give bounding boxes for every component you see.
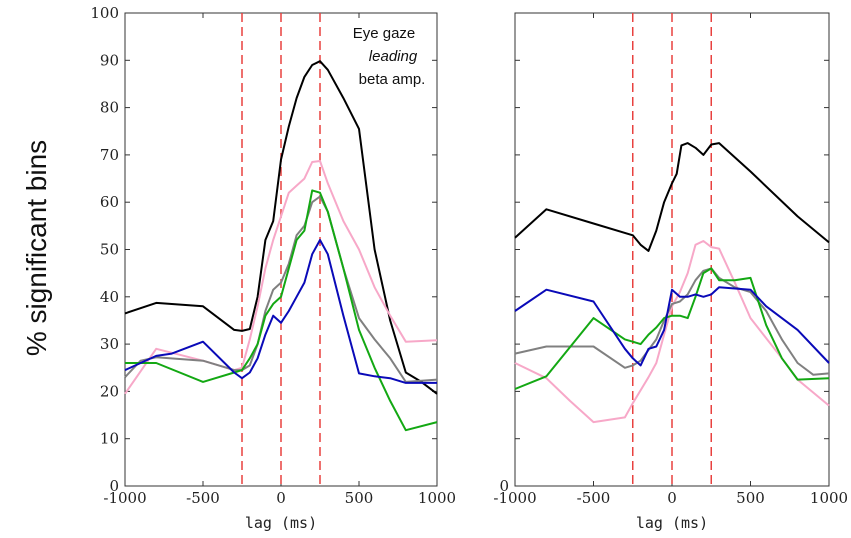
y-tick-label: 100: [90, 4, 119, 22]
y-tick-label: 0: [499, 477, 509, 495]
series-line: [514, 142, 830, 252]
left-panel: -1000 -500 0 500 1000 0 10 20 30 40 50 60 70 80 90 100 l…: [90, 4, 456, 532]
y-axis-label: % significant bins: [21, 140, 52, 356]
series-line: [124, 239, 437, 384]
x-tick-label: -1000: [493, 489, 536, 507]
x-tick-label: 1000: [418, 489, 456, 507]
x-tick-label: 500: [736, 489, 765, 507]
x-tick-label: 1000: [810, 489, 848, 507]
y-tick-label: 90: [100, 51, 119, 69]
x-tick-label: 500: [345, 489, 374, 507]
series-line: [514, 267, 830, 376]
series-line: [514, 240, 830, 424]
y-tick-label: 20: [100, 382, 119, 400]
annotation-line-1: Eye gaze: [353, 25, 416, 42]
annotation-line-2: leading: [369, 48, 418, 65]
series-line: [124, 60, 438, 395]
x-axis-label: lag (ms): [636, 514, 708, 532]
x-tick-label: -1000: [103, 489, 146, 507]
y-tick-label: 60: [100, 193, 119, 211]
annotation-line-3: beta amp.: [359, 71, 426, 88]
series-line: [124, 195, 438, 383]
y-tick-label: 70: [100, 146, 119, 164]
y-tick-label: 80: [100, 99, 119, 117]
x-tick-label: -500: [186, 489, 220, 507]
series-line: [124, 160, 438, 395]
series-line: [125, 189, 438, 432]
y-tick-label: 50: [100, 241, 119, 259]
annotation: Eye gaze leading beta amp.: [353, 25, 426, 88]
x-tick-label: -500: [577, 489, 611, 507]
series-line: [514, 286, 830, 367]
x-axis-label: lag (ms): [245, 514, 317, 532]
y-tick-label: 40: [100, 288, 119, 306]
right-panel: -1000 -500 0 500 1000 0 lag (ms): [493, 12, 848, 532]
series-line: [514, 267, 830, 390]
x-tick-label: 0: [667, 489, 677, 507]
x-tick-label: 0: [276, 489, 286, 507]
y-tick-label: 10: [100, 430, 119, 448]
y-tick-label: 30: [100, 335, 119, 353]
y-tick-label: 0: [109, 477, 119, 495]
